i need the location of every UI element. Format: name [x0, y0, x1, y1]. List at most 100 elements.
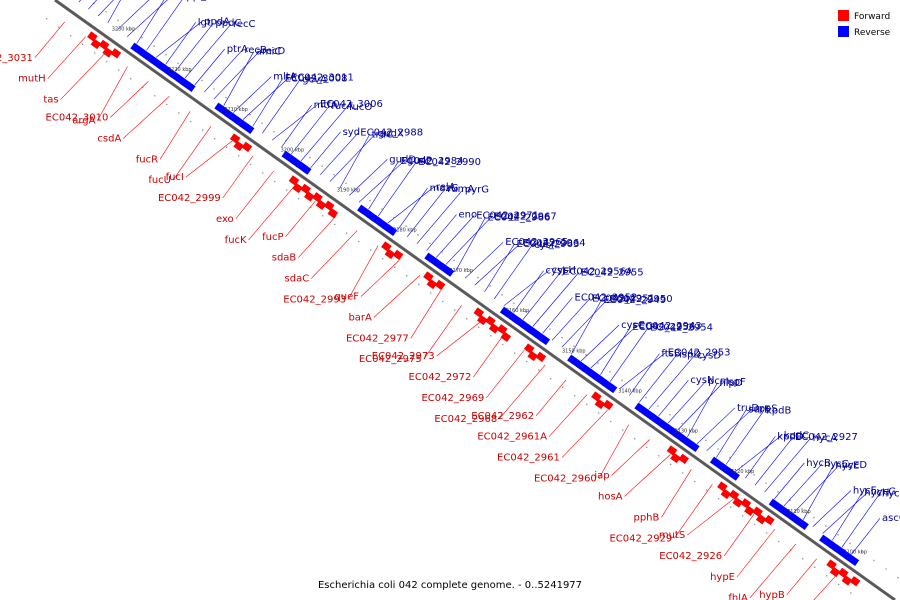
guide-dot [225, 96, 227, 99]
guide-dot [549, 328, 551, 330]
forward-leader-line [561, 409, 609, 458]
guide-dot [561, 386, 564, 389]
reverse-gene-label: EC042_2949 [603, 295, 666, 306]
reverse-gene-block [301, 165, 312, 175]
forward-leader-line [60, 51, 107, 100]
reverse-leader-line [368, 161, 399, 210]
guide-dot [801, 557, 804, 560]
guide-dot [693, 480, 696, 483]
reverse-leader-line [107, 0, 121, 24]
guide-dot [825, 525, 827, 527]
reverse-gene-label: cysN [690, 375, 714, 386]
reverse-leader-line [706, 408, 753, 451]
guide-dot [429, 292, 432, 294]
scale-tick-label: 3140 kbp [618, 389, 642, 395]
guide-dot [897, 576, 899, 579]
guide-dot [249, 163, 252, 166]
reverse-leader-line [204, 49, 243, 93]
reverse-leader-line [745, 436, 776, 479]
reverse-leader-line [629, 353, 660, 396]
guide-dot [453, 259, 455, 262]
guide-dot [393, 266, 396, 269]
guide-dot [729, 506, 732, 509]
forward-leader-line [486, 349, 525, 399]
forward-leader-line [310, 230, 358, 279]
reverse-leader-line [812, 490, 852, 527]
guide-dot [657, 405, 659, 407]
reverse-gene-label: EC042_2988 [360, 128, 423, 139]
forward-gene-block [500, 331, 512, 342]
forward-gene-label: EC042_2962 [471, 411, 534, 422]
reverse-gene-block [799, 520, 809, 530]
reverse-leader-line [580, 324, 620, 362]
forward-gene-block [473, 307, 485, 318]
forward-gene-label: EC042_2929 [609, 533, 672, 544]
guide-dot [417, 233, 419, 236]
reverse-leader-line [725, 410, 765, 465]
guide-dot [849, 592, 852, 594]
reverse-leader-line [233, 76, 272, 113]
forward-leader-line [185, 140, 233, 178]
reverse-gene-label: hycI [882, 488, 900, 499]
reverse-leader-line [735, 435, 782, 472]
forward-gene-label: pphB [633, 512, 659, 523]
forward-gene-label: fucK [225, 235, 247, 246]
guide-dot [621, 379, 623, 382]
reverse-gene-label: EC042_2963 [517, 239, 580, 250]
guide-dot [357, 191, 359, 193]
forward-leader-line [360, 260, 400, 297]
guide-dot [585, 403, 588, 406]
reverse-leader-line [300, 106, 348, 162]
scale-tick-label: 3100 kbp [843, 549, 867, 555]
reverse-gene-label: hycG [871, 487, 897, 498]
guide-dot [609, 420, 612, 423]
guide-dot [213, 137, 216, 140]
forward-gene-block [488, 323, 500, 334]
guide-dot [801, 508, 803, 510]
reverse-gene-label: cysH [552, 265, 576, 276]
scale-tick-label: 3210 kbp [224, 107, 248, 113]
reverse-gene-label: ptrA [227, 44, 248, 55]
guide-dot [477, 326, 480, 329]
reverse-gene-label: EC042_3008 [285, 73, 348, 84]
guide-dot [597, 412, 600, 414]
forward-gene-block [594, 398, 606, 410]
forward-gene-label: EC042_2961A [477, 432, 547, 443]
reverse-gene-label: recB [244, 45, 267, 56]
forward-gene-label: exo [216, 214, 234, 225]
reverse-leader-line [349, 159, 388, 196]
guide-dot [609, 371, 611, 373]
reverse-leader-line [155, 21, 203, 58]
forward-gene-block [535, 351, 547, 363]
forward-gene-block [315, 199, 327, 210]
guide-dot [129, 77, 132, 80]
forward-gene-label: EC042_2960 [534, 474, 597, 485]
guide-dot [645, 446, 648, 449]
reverse-leader-line [455, 217, 486, 272]
guide-dot [177, 62, 179, 65]
guide-dot [465, 317, 468, 320]
forward-leader-line [498, 364, 546, 420]
reverse-leader-line [445, 216, 493, 265]
forward-gene-label: mutH [18, 74, 46, 85]
reverse-leader-line [136, 0, 165, 44]
forward-gene-block [87, 31, 98, 42]
forward-leader-line [548, 394, 588, 437]
forward-gene-label: hosA [598, 491, 623, 502]
guide-dot [501, 293, 503, 296]
reverse-gene-label: EC042_2990 [418, 157, 481, 168]
forward-gene-label: fucI [166, 172, 184, 183]
scale-tick-label: 3110 kbp [787, 509, 811, 515]
forward-leader-line [786, 558, 817, 595]
reverse-leader-line [97, 0, 114, 17]
legend-forward-swatch [838, 10, 849, 21]
reverse-gene-label: hycD [842, 460, 868, 471]
forward-leader-line [34, 21, 66, 58]
guide-dot [105, 11, 107, 13]
forward-gene-block [90, 38, 102, 50]
forward-leader-line [723, 513, 755, 557]
guide-dot [381, 257, 384, 260]
forward-gene-label: fucP [262, 232, 283, 243]
guide-dot [165, 103, 168, 106]
